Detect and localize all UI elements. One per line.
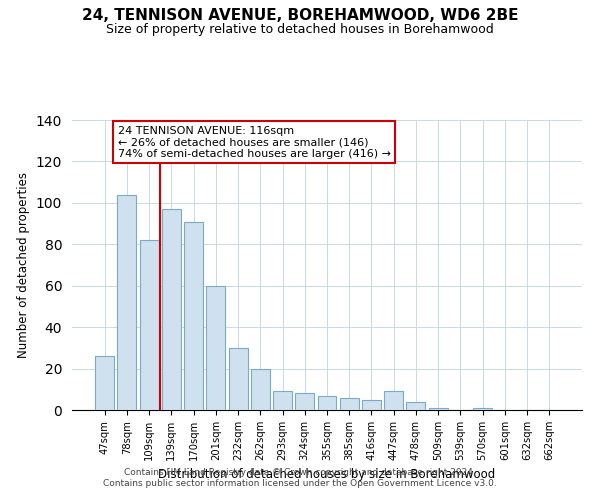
Bar [273,392,292,410]
X-axis label: Distribution of detached houses by size in Borehamwood: Distribution of detached houses by size … [158,468,496,481]
Bar [118,194,136,410]
Text: 24 TENNISON AVENUE: 116sqm
← 26% of detached houses are smaller (146)
74% of sem: 24 TENNISON AVENUE: 116sqm ← 26% of deta… [118,126,391,159]
Bar [362,400,381,410]
Bar [340,398,359,410]
Bar [384,392,403,410]
Bar [473,408,492,410]
Bar [251,368,270,410]
Bar [162,209,181,410]
Text: 24, TENNISON AVENUE, BOREHAMWOOD, WD6 2BE: 24, TENNISON AVENUE, BOREHAMWOOD, WD6 2B… [82,8,518,22]
Text: Contains HM Land Registry data © Crown copyright and database right 2024.
Contai: Contains HM Land Registry data © Crown c… [103,468,497,487]
Bar [140,240,158,410]
Bar [95,356,114,410]
Bar [184,222,203,410]
Bar [229,348,248,410]
Bar [295,394,314,410]
Bar [406,402,425,410]
Bar [429,408,448,410]
Bar [206,286,225,410]
Text: Size of property relative to detached houses in Borehamwood: Size of property relative to detached ho… [106,22,494,36]
Y-axis label: Number of detached properties: Number of detached properties [17,172,31,358]
Bar [317,396,337,410]
